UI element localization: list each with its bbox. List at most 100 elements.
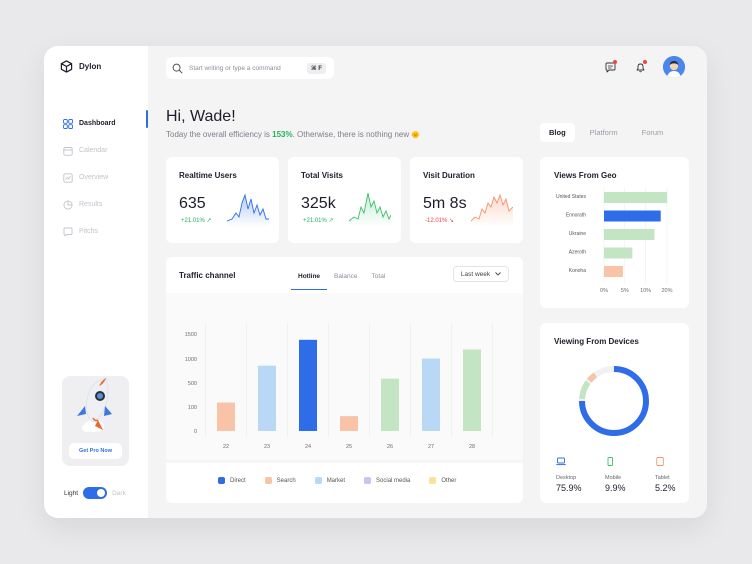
sidebar-item-label: Dashboard bbox=[79, 120, 116, 127]
legend-label: Social media bbox=[376, 477, 411, 484]
search-input[interactable] bbox=[189, 64, 301, 72]
geo-bar[interactable] bbox=[604, 247, 633, 259]
sidebar-item-results[interactable]: Results bbox=[44, 191, 148, 218]
tab-hotline[interactable]: Hotline bbox=[291, 270, 328, 290]
stat-card-visit-duration[interactable]: Visit Duration 5m 8s -12.01% ↘ bbox=[410, 157, 523, 243]
traffic-title: Traffic channel bbox=[179, 271, 236, 280]
x-tick-label: 25 bbox=[346, 444, 352, 450]
device-value: 9.9% bbox=[605, 483, 626, 493]
x-tick-label: 20% bbox=[661, 288, 672, 294]
bar-28[interactable] bbox=[463, 349, 481, 431]
theme-switcher: Light Dark bbox=[64, 487, 126, 499]
stat-card-realtime-users[interactable]: Realtime Users 635 +21.01% ↗ bbox=[166, 157, 279, 243]
device-tablet: Tablet 5.2% bbox=[655, 453, 695, 493]
stat-change: -12.01% ↘ bbox=[425, 217, 454, 224]
theme-toggle[interactable] bbox=[83, 487, 108, 499]
tab-platform[interactable]: Platform bbox=[589, 128, 618, 137]
rocket-illustration bbox=[77, 377, 112, 432]
legend-label: Direct bbox=[230, 477, 246, 484]
legend-item-social-media[interactable]: Social media bbox=[364, 477, 410, 484]
tab-forum[interactable]: Forum bbox=[641, 128, 664, 137]
legend-label: Other bbox=[441, 477, 457, 484]
device-mobile: Mobile 9.9% bbox=[605, 453, 645, 493]
sidebar-item-label: Results bbox=[79, 201, 103, 208]
sidebar-item-overview[interactable]: Overview bbox=[44, 164, 148, 191]
geo-bar[interactable] bbox=[604, 210, 661, 222]
sidebar-item-pitchs[interactable]: Pitchs bbox=[44, 218, 148, 245]
theme-light-label: Light bbox=[64, 489, 79, 497]
stat-change-text: +21.01% bbox=[303, 218, 327, 224]
messages-button[interactable] bbox=[603, 60, 617, 74]
traffic-channel-card: Traffic channel Hotline Balance Total La… bbox=[166, 257, 523, 503]
x-tick-label: 23 bbox=[264, 444, 270, 450]
message-badge bbox=[613, 60, 617, 64]
legend-swatch bbox=[218, 477, 225, 484]
x-tick-label: 26 bbox=[387, 444, 393, 450]
efficiency-percent: 153% bbox=[272, 130, 293, 139]
trend-up-icon: ↗ bbox=[328, 218, 334, 224]
sun-emoji: 🌞 bbox=[411, 132, 421, 139]
sparkline bbox=[227, 193, 269, 227]
geo-bar-chart: 0% 5% 10% 20% United States Ennorath Ukraine Az… bbox=[556, 187, 673, 294]
trend-up-icon: ↗ bbox=[206, 218, 212, 224]
legend-item-direct[interactable]: Direct bbox=[218, 477, 246, 484]
y-tick-label: 0 bbox=[194, 429, 197, 435]
x-tick-label: 10% bbox=[640, 288, 651, 294]
cube-logo-icon bbox=[60, 60, 73, 73]
pie-icon bbox=[63, 199, 73, 210]
period-select[interactable]: Last week bbox=[453, 266, 509, 282]
geo-category-label: United States bbox=[556, 194, 587, 200]
bar-27[interactable] bbox=[422, 358, 440, 431]
devices-donut-chart bbox=[579, 366, 649, 436]
get-pro-button[interactable]: Get Pro Now bbox=[69, 443, 122, 459]
app-logo[interactable]: Dylon bbox=[60, 60, 101, 73]
geo-category-label: Azeroth bbox=[569, 250, 586, 256]
stat-value: 5m 8s bbox=[423, 195, 467, 212]
geo-title: Views From Geo bbox=[554, 171, 617, 180]
geo-bar[interactable] bbox=[604, 266, 623, 277]
search-icon bbox=[172, 63, 183, 73]
avatar[interactable] bbox=[663, 56, 685, 78]
x-tick-label: 24 bbox=[305, 444, 311, 450]
viewing-from-devices-card: Viewing From Devices Desktop 75.9% Mobil… bbox=[540, 323, 689, 503]
donut-slice-desktop[interactable] bbox=[579, 366, 649, 436]
tab-blog[interactable]: Blog bbox=[540, 123, 575, 142]
summary-text-start: Today the overall efficiency is bbox=[166, 130, 273, 139]
bar-26[interactable] bbox=[381, 378, 399, 431]
tab-balance[interactable]: Balance bbox=[334, 273, 358, 280]
stat-card-total-visits[interactable]: Total Visits 325k +21.01% ↗ bbox=[288, 157, 401, 243]
sidebar-item-label: Pitchs bbox=[79, 228, 99, 235]
stat-change: +21.01% ↗ bbox=[303, 217, 334, 224]
legend-item-other[interactable]: Other bbox=[429, 477, 456, 484]
stat-change-text: +21.01% bbox=[181, 218, 205, 224]
geo-bar[interactable] bbox=[604, 229, 655, 240]
search-bar: ⌘ F bbox=[166, 57, 334, 79]
search-shortcut: ⌘ F bbox=[307, 62, 326, 74]
phone-icon bbox=[607, 457, 613, 466]
y-tick-label: 500 bbox=[188, 381, 197, 387]
x-tick-label: 28 bbox=[469, 444, 475, 450]
geo-category-label: Konoha bbox=[569, 268, 586, 274]
stat-value: 635 bbox=[179, 195, 206, 212]
legend-item-market[interactable]: Market bbox=[314, 477, 345, 484]
sidebar-item-dashboard[interactable]: Dashboard bbox=[44, 110, 148, 137]
bar-25[interactable] bbox=[340, 416, 358, 431]
stat-value: 325k bbox=[301, 195, 336, 212]
calendar-icon bbox=[63, 146, 73, 156]
sidebar-item-calendar[interactable]: Calendar bbox=[44, 137, 148, 164]
devices-title: Viewing From Devices bbox=[554, 337, 639, 346]
laptop-icon bbox=[556, 457, 566, 466]
sidebar-item-label: Overview bbox=[79, 174, 109, 181]
app-window: Dylon Dashboard Calendar Overview Result… bbox=[44, 46, 707, 518]
legend-item-search[interactable]: Search bbox=[264, 477, 296, 484]
geo-bar[interactable] bbox=[604, 192, 667, 203]
bar-24[interactable] bbox=[299, 339, 317, 431]
traffic-legend: Direct Search Market Social media Other bbox=[218, 477, 456, 484]
notifications-button[interactable] bbox=[633, 60, 647, 74]
traffic-bar-chart: 0 100 500 1000 1500 22 23 24 25 26 27 28 bbox=[166, 293, 523, 463]
efficiency-summary: Today the overall efficiency is 153%. Ot… bbox=[166, 130, 420, 139]
legend-swatch bbox=[314, 477, 322, 484]
bar-23[interactable] bbox=[258, 365, 276, 431]
tab-total[interactable]: Total bbox=[371, 273, 386, 280]
bar-22[interactable] bbox=[217, 402, 235, 431]
